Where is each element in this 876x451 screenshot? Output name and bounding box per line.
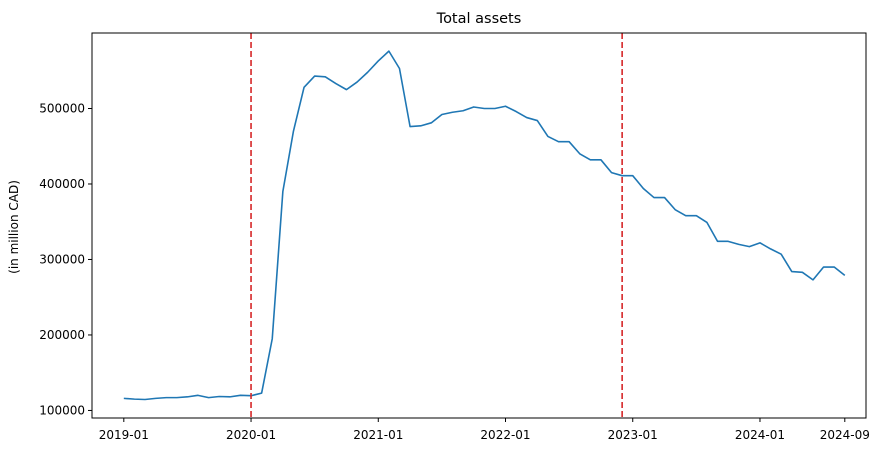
series-line	[123, 50, 846, 401]
x-tick-label: 2021-01	[353, 428, 403, 442]
y-tick-label: 500000	[39, 101, 85, 115]
y-tick-label: 100000	[39, 403, 85, 417]
plot-frame	[91, 32, 867, 419]
y-tick-label: 400000	[39, 177, 85, 191]
plot-area	[123, 33, 846, 418]
y-axis: 100000 200000 300000 400000 500000	[39, 101, 92, 417]
x-tick-label: 2019-01	[99, 428, 149, 442]
chart-title: Total assets	[436, 11, 522, 27]
x-tick-label: 2024-01	[735, 428, 785, 442]
x-tick-label: 2020-01	[226, 428, 276, 442]
y-tick-label: 300000	[39, 252, 85, 266]
x-tick-label: 2023-01	[608, 428, 658, 442]
x-axis: 2019-01 2020-01 2021-01 2022-01 2023-01 2024-…	[99, 418, 870, 442]
y-axis-label: (in million CAD)	[7, 180, 21, 274]
x-tick-label: 2024-09	[820, 428, 870, 442]
x-tick-label: 2022-01	[480, 428, 530, 442]
y-tick-label: 200000	[39, 328, 85, 342]
